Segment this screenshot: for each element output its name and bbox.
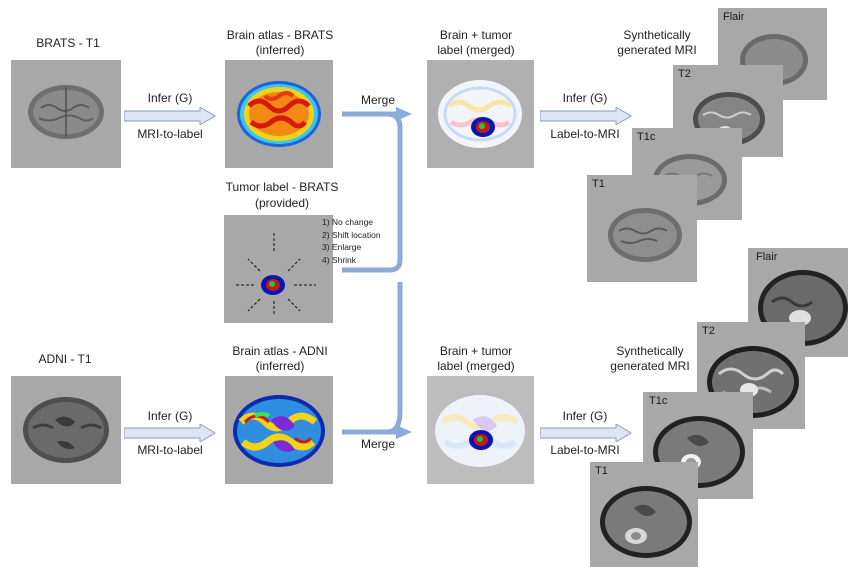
brain-mri-icon xyxy=(600,486,692,558)
adni-t2-tag: T2 xyxy=(702,325,715,337)
tumor-title-1: Tumor label - BRATS xyxy=(225,180,339,194)
tumor-options-list: 1) No change 2) Shift location 3) Enlarg… xyxy=(322,216,402,266)
brats-t1c-tag: T1c xyxy=(637,131,656,143)
brain-mri-icon xyxy=(608,208,682,262)
tumor-option-1: 1) No change xyxy=(322,217,374,227)
adni-atlas-title-2: (inferred) xyxy=(255,359,305,373)
brats-merged-image xyxy=(427,60,534,168)
tumor-option-3: 3) Enlarge xyxy=(322,242,362,252)
adni-infer-bottom-label: MRI-to-label xyxy=(137,443,203,457)
brats-merged-title-1: Brain + tumor xyxy=(439,28,513,42)
brats-atlas-image xyxy=(225,60,333,168)
brats-t1-slice: T1 xyxy=(587,175,697,282)
tumor-title-2: (provided) xyxy=(254,196,310,210)
brats-synth-title-2: generated MRI xyxy=(617,43,697,57)
brain-mri-icon xyxy=(23,397,109,463)
adni-infer2-arrow xyxy=(540,424,632,442)
adni-t1-slice: T1 xyxy=(590,462,698,567)
adni-infer2-top-label: Infer (G) xyxy=(562,409,608,423)
brats-atlas-title-2: (inferred) xyxy=(255,43,305,57)
tumor-option-4: 4) Shrink xyxy=(322,254,357,265)
brain-mri-icon xyxy=(28,85,104,139)
brats-infer-bottom-label: MRI-to-label xyxy=(137,127,203,141)
brain-atlas-icon xyxy=(237,81,321,147)
brats-atlas-title-1: Brain atlas - BRATS xyxy=(226,28,334,42)
brats-t1-tag: T1 xyxy=(592,178,605,190)
tumor-label-image xyxy=(224,215,333,323)
brats-merge-label: Merge xyxy=(360,93,395,107)
adni-infer2-bottom-label: Label-to-MRI xyxy=(550,443,620,457)
brats-input-title: BRATS - T1 xyxy=(36,36,100,50)
adni-merged-title-1: Brain + tumor xyxy=(439,344,513,358)
adni-infer-arrow xyxy=(124,424,216,442)
adni-infer-top-label: Infer (G) xyxy=(147,409,193,423)
adni-t1c-tag: T1c xyxy=(649,395,668,407)
brats-infer2-arrow xyxy=(540,107,632,125)
adni-synth-title-1: Synthetically xyxy=(616,344,684,358)
adni-t1-image xyxy=(11,376,121,484)
brats-flair-tag: Flair xyxy=(723,11,745,23)
adni-flair-tag: Flair xyxy=(756,251,778,263)
adni-atlas-image xyxy=(225,376,333,484)
brain-tumor-merged-icon xyxy=(438,80,522,148)
tumor-label-icon xyxy=(236,233,316,315)
adni-merged-title-2: label (merged) xyxy=(437,359,515,373)
brats-infer2-bottom-label: Label-to-MRI xyxy=(550,127,620,141)
brain-atlas-icon xyxy=(233,395,325,467)
brats-t1-image xyxy=(11,60,121,168)
brats-infer2-top-label: Infer (G) xyxy=(562,91,608,105)
adni-input-title: ADNI - T1 xyxy=(38,352,92,366)
brats-synth-title-1: Synthetically xyxy=(623,28,691,42)
brats-infer-top-label: Infer (G) xyxy=(147,91,193,105)
brats-merged-title-2: label (merged) xyxy=(437,43,515,57)
adni-synth-title-2: generated MRI xyxy=(610,359,690,373)
merge-connector xyxy=(342,107,412,439)
adni-t1-tag: T1 xyxy=(595,465,608,477)
tumor-option-2: 2) Shift location xyxy=(322,229,381,240)
adni-merged-image xyxy=(427,376,534,484)
adni-atlas-title-1: Brain atlas - ADNI xyxy=(232,344,328,358)
brats-infer-arrow xyxy=(124,107,216,125)
brain-tumor-merged-icon xyxy=(435,395,525,467)
adni-merge-label: Merge xyxy=(360,437,395,451)
brats-t2-tag: T2 xyxy=(678,68,691,80)
